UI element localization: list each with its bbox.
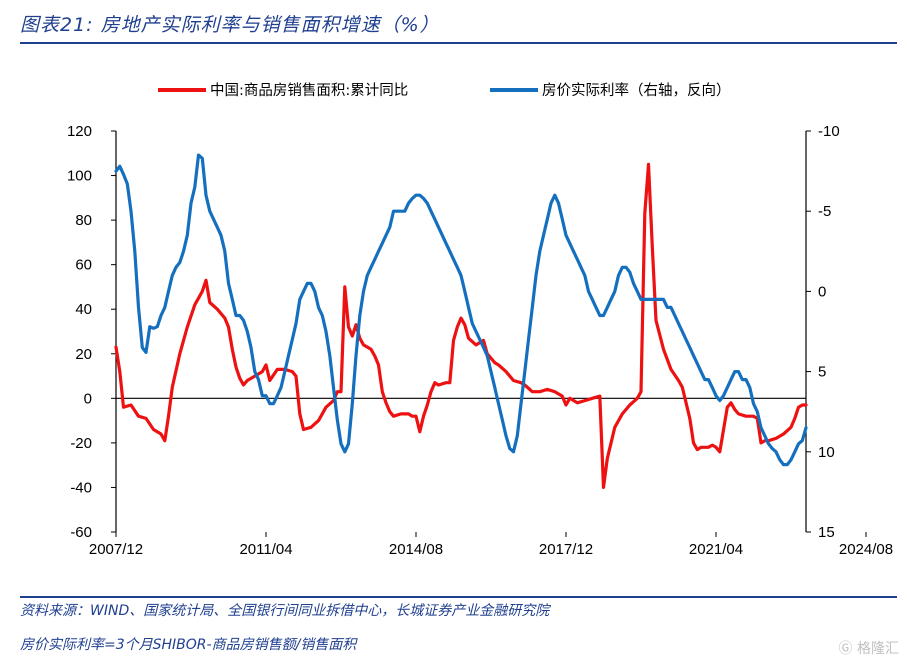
x-tick-label: 2017/12: [539, 541, 593, 558]
legend-label-sales-area: 中国:商品房销售面积:累计同比: [210, 82, 408, 99]
x-axis-ticks: 2007/12 2011/04 2014/08 2017/12 2021/04 2024/…: [89, 532, 893, 558]
series-real-rate-line: [114, 153, 808, 467]
left-tick-label: 100: [67, 168, 92, 185]
left-tick-label: -20: [70, 435, 92, 452]
source-note: 资料来源：WIND、国家统计局、全国银行间同业拆借中心，长城证券产业金融研究院: [20, 603, 550, 619]
left-tick-label: -40: [70, 479, 92, 496]
right-tick-label: -10: [818, 123, 840, 140]
x-tick-label: 2014/08: [389, 541, 443, 558]
left-tick-label: 20: [75, 346, 92, 363]
right-tick-label: 10: [818, 444, 835, 461]
right-tick-label: 5: [818, 364, 826, 381]
legend-label-real-rate: 房价实际利率（右轴，反向）: [542, 82, 731, 99]
right-axis-ticks: -10 -5 0 5 10 15: [806, 123, 840, 541]
chart-title: 图表21: 房地产实际利率与销售面积增速（%）: [20, 14, 440, 36]
legend: 中国:商品房销售面积:累计同比 房价实际利率（右轴，反向）: [158, 82, 731, 99]
series-group: [114, 153, 808, 489]
x-tick-label: 2007/12: [89, 541, 143, 558]
watermark: Ⓖ 格隆汇: [839, 638, 899, 658]
left-tick-label: 40: [75, 301, 92, 318]
left-tick-label: 80: [75, 212, 92, 229]
left-tick-label: 0: [84, 390, 92, 407]
series-sales-area-line: [114, 162, 808, 489]
watermark-text: 格隆汇: [857, 641, 899, 657]
right-tick-label: 0: [818, 283, 826, 300]
left-tick-label: 60: [75, 257, 92, 274]
left-axis-ticks: 120 100 80 60 40 20 0 -20 -40 -60: [67, 123, 116, 541]
title-rule: [20, 42, 897, 44]
x-tick-label: 2021/04: [689, 541, 743, 558]
right-tick-label: -5: [818, 203, 831, 220]
x-tick-label: 2024/08: [839, 541, 893, 558]
chart: 中国:商品房销售面积:累计同比 房价实际利率（右轴，反向） 1201008060…: [67, 82, 893, 558]
left-tick-label: 120: [67, 123, 92, 140]
watermark-logo-icon: Ⓖ: [838, 641, 853, 657]
left-tick-label: -60: [70, 524, 92, 541]
x-tick-label: 2011/04: [239, 541, 292, 558]
right-tick-label: 15: [818, 524, 835, 541]
definition-note: 房价实际利率=3个月SHIBOR-商品房销售额/销售面积: [20, 637, 357, 653]
axes: [115, 131, 807, 532]
footer-rule: [20, 596, 897, 598]
